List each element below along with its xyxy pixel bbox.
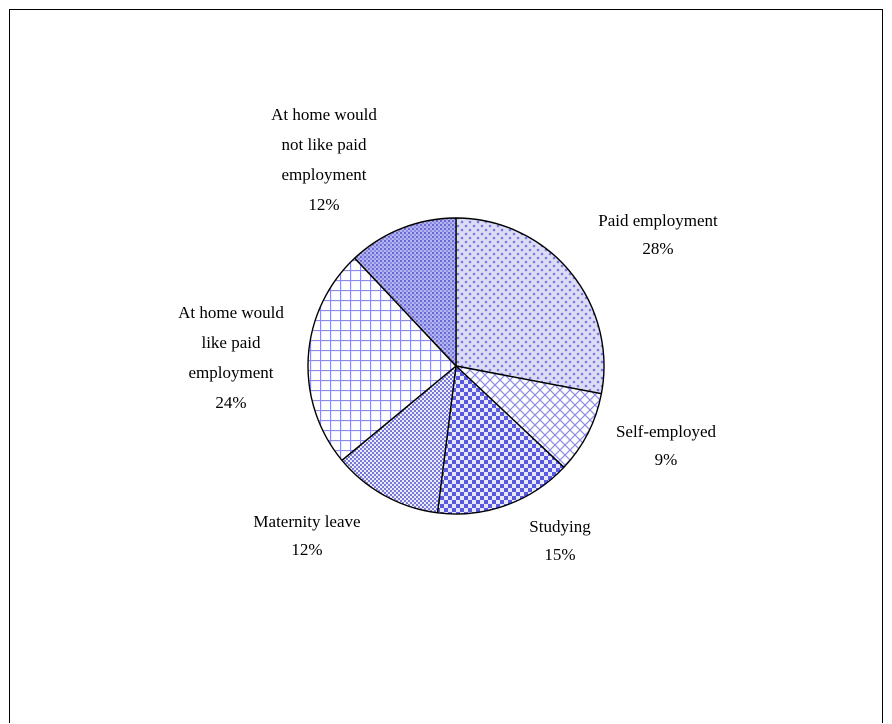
slice-label-5: At home would like paid employment 24% <box>178 303 284 412</box>
pie-slice-6 <box>353 217 457 367</box>
slice-percent-label: 12% <box>291 540 322 559</box>
slice-category-label: not like paid <box>282 135 367 154</box>
pie-slice-3 <box>436 365 565 515</box>
pie-slice-2 <box>455 365 603 469</box>
slice-label-2: Self-employed 9% <box>616 422 717 469</box>
pie-slice-4 <box>341 365 457 514</box>
slice-category-label: employment <box>189 363 274 382</box>
slice-category-label: At home would <box>178 303 284 322</box>
slice-percent-label: 15% <box>544 545 575 564</box>
slice-percent-label: 9% <box>655 450 678 469</box>
slice-label-6: At home would not like paid employment 12% <box>271 105 377 214</box>
slice-category-label: employment <box>282 165 367 184</box>
pie-slice-1 <box>455 217 605 395</box>
slice-category-label: Studying <box>529 517 591 536</box>
slice-label-3: Studying 15% <box>529 517 591 564</box>
slice-label-1: Paid employment 28% <box>598 211 718 258</box>
slice-percent-label: 28% <box>642 239 673 258</box>
slice-category-label: At home would <box>271 105 377 124</box>
slice-percent-label: 12% <box>308 195 339 214</box>
slice-category-label: Self-employed <box>616 422 717 441</box>
slice-category-label: like paid <box>201 333 261 352</box>
slice-label-4: Maternity leave 12% <box>253 512 360 559</box>
slice-category-label: Maternity leave <box>253 512 360 531</box>
pie-slice-5 <box>307 257 457 462</box>
slice-percent-label: 24% <box>215 393 246 412</box>
slice-category-label: Paid employment <box>598 211 718 230</box>
